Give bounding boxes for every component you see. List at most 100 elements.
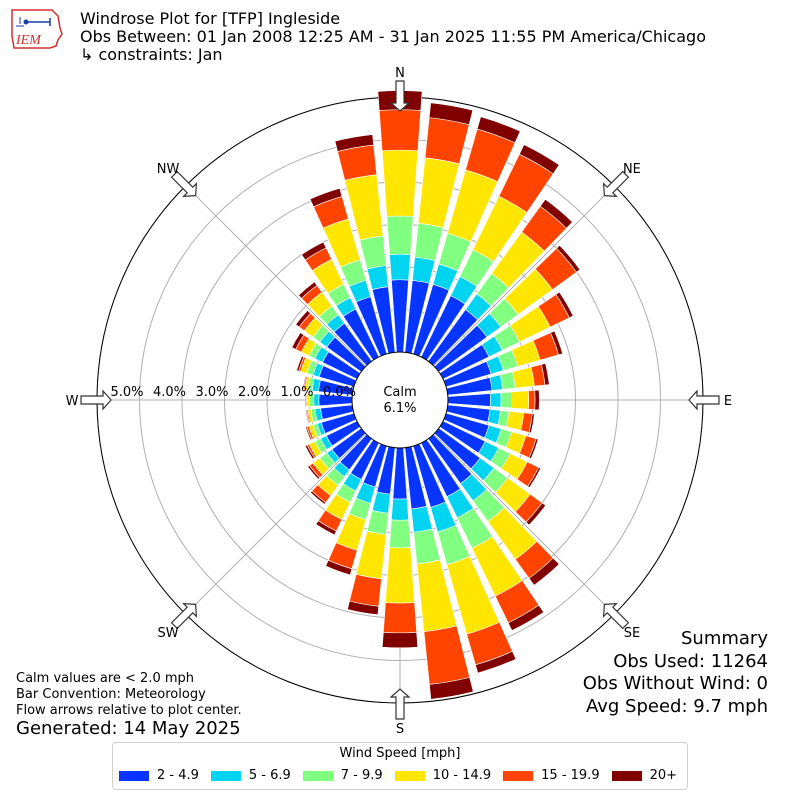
calm-note: Calm values are < 2.0 mph bbox=[16, 671, 195, 686]
summary-obs-used: Obs Used: 11264 bbox=[613, 650, 768, 672]
windrose-bar-segment bbox=[391, 498, 409, 521]
windrose-bar-segment bbox=[296, 355, 305, 372]
windrose-bar-segment bbox=[447, 393, 491, 407]
windrose-bar-segment bbox=[337, 144, 378, 181]
windrose-bar-segment bbox=[528, 413, 535, 434]
flow-arrow bbox=[389, 80, 411, 112]
calm-percent: 6.1% bbox=[383, 401, 416, 416]
summary-heading: Summary bbox=[681, 628, 768, 649]
windrose-bar-segment bbox=[423, 625, 471, 685]
flow-arrow bbox=[688, 389, 720, 411]
windrose-bar-segment bbox=[525, 502, 547, 526]
windrose-bar-segment bbox=[489, 392, 502, 408]
windrose-bar-segment bbox=[307, 465, 321, 480]
windrose-bar-segment bbox=[304, 444, 315, 460]
windrose-bar-segment bbox=[555, 291, 574, 319]
compass-label: NE bbox=[623, 162, 641, 177]
legend-label: 20+ bbox=[649, 768, 678, 783]
calm-circle bbox=[351, 351, 449, 449]
title-line-3: ↳ constraints: Jan bbox=[80, 45, 223, 64]
title-line-2: Obs Between: 01 Jan 2008 12:25 AM - 31 J… bbox=[80, 27, 706, 46]
legend-swatch bbox=[118, 770, 149, 781]
legend-swatch bbox=[503, 770, 534, 781]
windrose-bar-segment bbox=[309, 187, 343, 208]
legend-label: 15 - 19.9 bbox=[541, 768, 600, 783]
windrose-bar-segment bbox=[410, 505, 433, 533]
flow-arrow bbox=[170, 170, 198, 198]
bar-convention-note: Bar Convention: Meteorology bbox=[16, 687, 206, 702]
windrose-bar-segment bbox=[511, 390, 530, 410]
legend-swatch bbox=[394, 770, 425, 781]
title-line-1: Windrose Plot for [TFP] Ingleside bbox=[80, 9, 341, 28]
calm-label: Calm bbox=[383, 385, 416, 400]
compass-label: E bbox=[724, 394, 732, 409]
legend-swatch bbox=[302, 770, 333, 781]
flow-arrow bbox=[170, 602, 198, 630]
legend-entry: 10 - 14.9 bbox=[394, 768, 492, 783]
radial-tick-label: 4.0% bbox=[153, 385, 186, 400]
radial-tick-label: 3.0% bbox=[195, 385, 228, 400]
windrose-bar-segment bbox=[392, 447, 408, 500]
grid-spoke bbox=[433, 433, 615, 615]
windrose-bar-segment bbox=[476, 116, 521, 144]
legend-swatch bbox=[611, 770, 642, 781]
windrose-bar-segment bbox=[325, 559, 353, 576]
notes-panel: Calm values are < 2.0 mph Bar Convention… bbox=[16, 671, 242, 719]
windrose-bar-segment bbox=[389, 253, 411, 281]
iem-logo: IEM bbox=[11, 9, 63, 49]
windrose-bar-segment bbox=[304, 392, 307, 408]
legend-label: 7 - 9.9 bbox=[340, 768, 383, 783]
windrose-bar-segment bbox=[539, 198, 573, 229]
legend-label: 5 - 6.9 bbox=[248, 768, 291, 783]
windrose-bar-segment bbox=[359, 235, 387, 270]
windrose-bar-segment bbox=[550, 330, 564, 356]
windrose-bar-segment bbox=[528, 390, 536, 410]
windrose-bar-segment bbox=[366, 510, 389, 535]
windrose-bar-segment bbox=[301, 241, 327, 261]
compass-label: N bbox=[395, 66, 405, 81]
legend-swatch bbox=[210, 770, 241, 781]
windrose-bar-segment bbox=[381, 149, 419, 217]
windrose-bar-segment bbox=[383, 602, 417, 634]
windrose-bar-segment bbox=[518, 144, 560, 175]
windrose-bar-segment bbox=[315, 520, 337, 536]
flow-arrows-note: Flow arrows relative to plot center. bbox=[16, 703, 242, 718]
grid-spoke bbox=[185, 185, 367, 367]
summary-panel: Summary Obs Used: 11264 Obs Without Wind… bbox=[583, 628, 768, 718]
windrose-bar-segment bbox=[295, 309, 312, 328]
windrose-bar-segment bbox=[512, 366, 535, 389]
compass-label: NW bbox=[157, 162, 180, 177]
windrose-bar-segment bbox=[540, 363, 550, 386]
radial-tick-label: 1.0% bbox=[280, 385, 313, 400]
radial-tick-label: 5.0% bbox=[110, 385, 143, 400]
windrose-bar-segment bbox=[428, 102, 474, 126]
compass-label: SW bbox=[158, 626, 179, 641]
windrose-bar-segment bbox=[291, 332, 305, 350]
windrose-bar-segment bbox=[366, 265, 389, 290]
windrose-bar-segment bbox=[528, 557, 560, 586]
compass-label: S bbox=[396, 722, 404, 737]
flow-arrow bbox=[80, 389, 112, 411]
generated-date: Generated: 14 May 2025 bbox=[16, 718, 241, 739]
windrose-bar-segment bbox=[413, 528, 441, 565]
windrose-bar-segment bbox=[378, 109, 422, 152]
grid-spoke bbox=[185, 433, 367, 615]
legend-label: 10 - 14.9 bbox=[432, 768, 492, 783]
legend-label: 2 - 4.9 bbox=[156, 768, 199, 783]
legend-entry: 2 - 4.9 bbox=[118, 768, 199, 783]
windrose-bar-segment bbox=[534, 389, 540, 411]
windrose-bar-segment bbox=[309, 490, 327, 505]
bars bbox=[291, 90, 581, 700]
compass-label: SE bbox=[624, 626, 640, 641]
legend-entry: 7 - 9.9 bbox=[302, 768, 383, 783]
windrose-bar-segment bbox=[556, 244, 581, 273]
windrose-bar-segment bbox=[347, 600, 380, 616]
windrose-bar-segment bbox=[429, 677, 474, 700]
windrose-bar-segment bbox=[298, 281, 318, 299]
windrose-bar-segment bbox=[349, 573, 382, 607]
windrose-bar-segment bbox=[507, 604, 545, 631]
legend-items: 2 - 4.9 5 - 6.9 7 - 9.9 10 - 14.9 15 - 19.9 2… bbox=[113, 768, 687, 783]
windrose-bar-segment bbox=[500, 391, 513, 409]
